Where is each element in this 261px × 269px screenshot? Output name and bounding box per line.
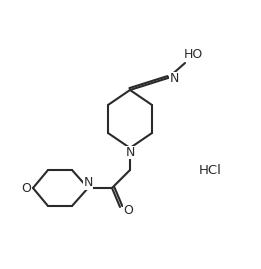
Text: O: O <box>123 204 133 217</box>
Text: N: N <box>169 72 179 84</box>
Text: HO: HO <box>183 48 203 62</box>
Text: N: N <box>83 176 93 189</box>
Text: N: N <box>125 146 135 158</box>
Text: HCl: HCl <box>199 164 221 176</box>
Text: O: O <box>21 182 31 194</box>
